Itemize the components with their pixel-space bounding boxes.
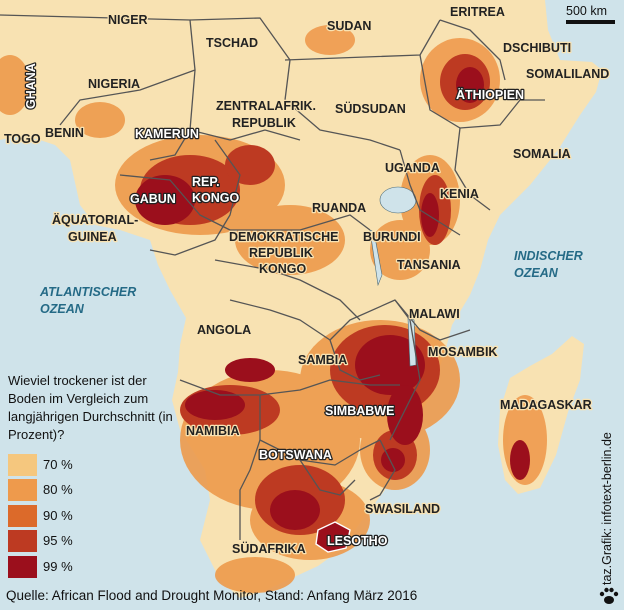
label-zentralafrik: ZENTRALAFRIK. (216, 99, 316, 113)
scale-bar: 500 km (566, 4, 615, 24)
label-malawi: MALAWI (409, 307, 460, 321)
label-nigeria: NIGERIA (88, 77, 140, 91)
label-indian-1: INDISCHER (514, 249, 583, 263)
label-uganda: UGANDA (385, 161, 440, 175)
legend-swatch (8, 530, 37, 553)
label-dschibuti: DSCHIBUTI (503, 41, 571, 55)
label-atlantic-2: OZEAN (40, 302, 85, 316)
label-ghana: GHANA (24, 63, 38, 109)
lesotho-border (315, 521, 351, 553)
legend-swatch (8, 555, 37, 578)
label-swasiland: SWASILAND (365, 502, 440, 516)
label-kongo-rep: KONGO (192, 191, 240, 205)
label-suedafrika: SÜDAFRIKA (232, 541, 306, 556)
label-madagaskar: MADAGASKAR (500, 398, 592, 412)
label-namibia: NAMIBIA (186, 424, 239, 438)
label-benin: BENIN (45, 126, 84, 140)
legend-item: 70 % (8, 452, 178, 478)
legend: Wieviel trockener ist der Boden im Vergl… (8, 372, 178, 580)
label-ruanda: RUANDA (312, 201, 366, 215)
legend-swatch (8, 479, 37, 502)
label-guinea: GUINEA (68, 230, 117, 244)
paw-logo-icon (599, 587, 619, 604)
country-labels: NIGER SUDAN ERITREA TSCHAD DSCHIBUTI SOM… (3, 4, 611, 558)
label-tschad: TSCHAD (206, 36, 258, 50)
legend-label: 90 % (43, 507, 73, 523)
legend-item: 90 % (8, 503, 178, 529)
label-burundi: BURUNDI (363, 230, 421, 244)
legend-label: 70 % (43, 456, 73, 472)
lake-victoria (379, 186, 417, 214)
label-suedsudan: SÜDSUDAN (335, 101, 406, 116)
label-aethiopien: ÄTHIOPIEN (456, 87, 524, 102)
country-borders (0, 14, 545, 540)
label-togo: TOGO (4, 132, 41, 146)
legend-swatch (8, 504, 37, 527)
legend-item: 95 % (8, 529, 178, 555)
label-indian-2: OZEAN (514, 266, 559, 280)
legend-label: 99 % (43, 558, 73, 574)
label-rep: REP. (192, 175, 220, 189)
label-tansania: TANSANIA (397, 258, 461, 272)
legend-label: 95 % (43, 533, 73, 549)
label-kongo-drc: KONGO (259, 262, 307, 276)
scale-label: 500 km (566, 4, 607, 18)
legend-label: 80 % (43, 482, 73, 498)
legend-question: Wieviel trockener ist der Boden im Vergl… (8, 373, 173, 442)
lake-tanganyika (369, 229, 383, 287)
drought-areas-99 (135, 67, 530, 530)
label-eritrea: ERITREA (450, 5, 505, 19)
label-lesotho: LESOTHO (327, 534, 388, 548)
label-somalia: SOMALIA (513, 147, 571, 161)
label-gabun: GABUN (130, 192, 176, 206)
label-botswana: BOTSWANA (259, 448, 332, 462)
source-note: Quelle: African Flood and Drought Monito… (6, 588, 418, 603)
legend-item: 80 % (8, 478, 178, 504)
label-simbabwe: SIMBABWE (325, 404, 394, 418)
credit-note: taz.Grafik: infotext-berlin.de (600, 432, 614, 585)
label-sambia: SAMBIA (298, 353, 347, 367)
ocean-labels: ATLANTISCHER OZEAN INDISCHER OZEAN (39, 249, 583, 316)
label-mosambik: MOSAMBIK (428, 345, 497, 359)
lake-malawi (407, 317, 417, 367)
label-republik-drc: REPUBLIK (249, 246, 313, 260)
label-somaliland: SOMALILAND (526, 67, 609, 81)
label-aequatorial: ÄQUATORIAL- (52, 212, 138, 227)
label-kenia: KENIA (440, 187, 479, 201)
label-niger: NIGER (108, 13, 148, 27)
label-kamerun: KAMERUN (135, 127, 199, 141)
scale-line (566, 20, 615, 24)
label-atlantic-1: ATLANTISCHER (39, 285, 136, 299)
label-republik-zar: REPUBLIK (232, 116, 296, 130)
legend-item: 99 % (8, 554, 178, 580)
label-angola: ANGOLA (197, 323, 251, 337)
label-demokratische: DEMOKRATISCHE (229, 230, 339, 244)
legend-swatch (8, 453, 37, 476)
label-sudan: SUDAN (327, 19, 371, 33)
